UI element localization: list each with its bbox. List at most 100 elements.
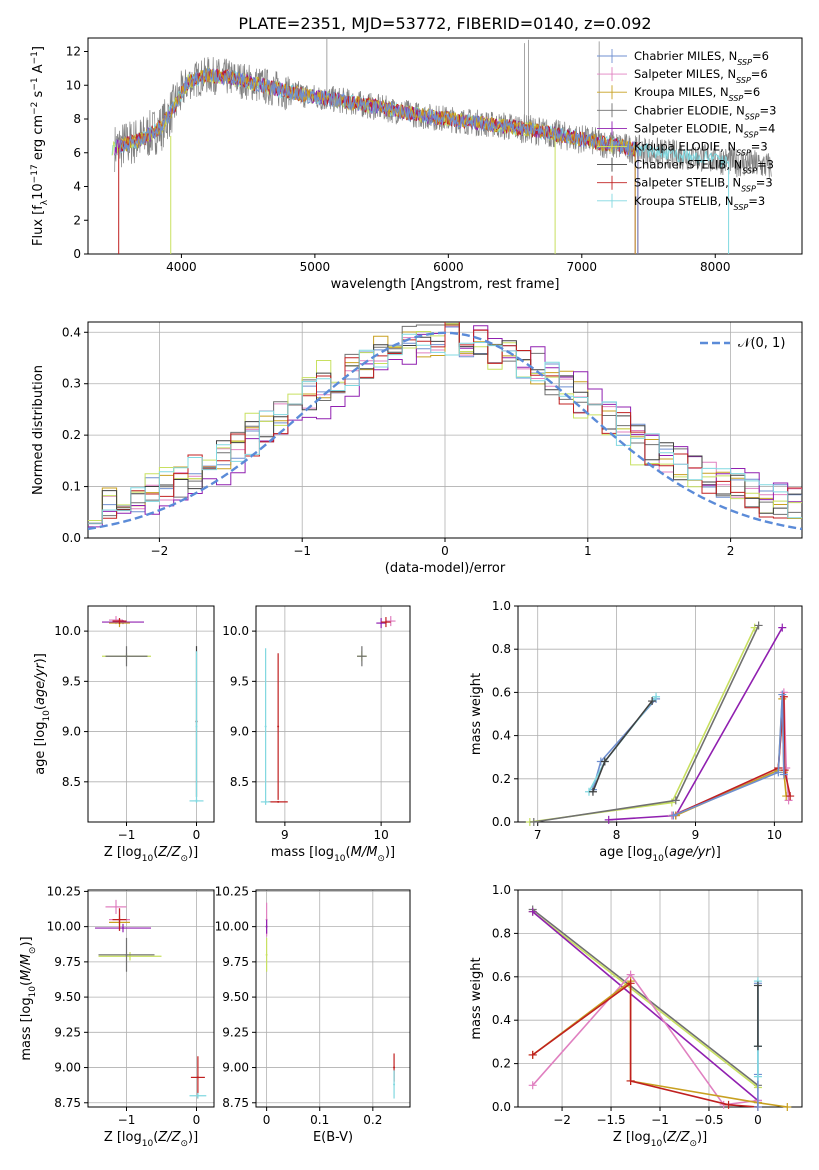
legend-entry: Salpeter STELIB, NSSP=3 bbox=[634, 176, 773, 194]
z-weight-plot-area bbox=[528, 905, 792, 1111]
series-marker bbox=[626, 979, 635, 988]
x-tick-label: 8 bbox=[613, 828, 621, 842]
y-tick-label: 9.5 bbox=[230, 674, 249, 688]
x-tick-label: 10 bbox=[373, 828, 388, 842]
x-axis-label: mass [log10(M/M⊙)] bbox=[271, 845, 395, 864]
y-tick-label: 9.25 bbox=[54, 1025, 81, 1039]
series-marker bbox=[669, 811, 678, 820]
series-marker bbox=[600, 757, 609, 766]
y-axis-label: mass weight bbox=[469, 957, 484, 1039]
y-tick-label: 9.50 bbox=[54, 990, 81, 1004]
series-marker bbox=[528, 1050, 537, 1059]
x-tick-label: 5000 bbox=[300, 260, 331, 274]
data-point bbox=[360, 655, 363, 658]
model-fit-line bbox=[119, 67, 638, 157]
x-tick-label: 4000 bbox=[166, 260, 197, 274]
x-tick-label: 8000 bbox=[700, 260, 731, 274]
x-tick-label: −2 bbox=[151, 544, 169, 558]
y-tick-label: 4 bbox=[73, 180, 81, 194]
series-marker bbox=[671, 796, 680, 805]
x-tick-label: 7 bbox=[534, 828, 542, 842]
y-tick-label: 0.0 bbox=[62, 531, 81, 545]
data-point bbox=[264, 800, 267, 803]
x-tick-label: 2 bbox=[727, 544, 735, 558]
legend-entry: Kroupa STELIB, NSSP=3 bbox=[634, 194, 765, 212]
z-mass-plot-area bbox=[95, 899, 207, 1099]
series-marker bbox=[529, 818, 538, 826]
y-tick-label: 9.75 bbox=[54, 955, 81, 969]
y-tick-label: 1.0 bbox=[492, 599, 511, 613]
plot-frame bbox=[255, 889, 411, 1108]
residual-histogram-step bbox=[88, 333, 802, 524]
y-tick-label: 0.0 bbox=[492, 815, 511, 829]
mass-age-plot-area bbox=[260, 616, 396, 805]
y-tick-label: 0.4 bbox=[492, 729, 511, 743]
data-point bbox=[265, 925, 268, 928]
x-tick-label: 9 bbox=[281, 828, 289, 842]
legend-entry: Kroupa ELODIE, NSSP=3 bbox=[634, 140, 768, 158]
y-tick-label: 10.00 bbox=[215, 920, 249, 934]
y-axis-label: Normed distribution bbox=[31, 365, 46, 495]
series-line bbox=[592, 698, 657, 790]
y-tick-label: 8.5 bbox=[230, 775, 249, 789]
data-point bbox=[122, 927, 124, 930]
series-line bbox=[532, 911, 759, 1102]
plot-frame bbox=[87, 605, 215, 823]
series-marker bbox=[667, 798, 676, 807]
plot-frame bbox=[517, 605, 803, 823]
y-tick-label: 0.0 bbox=[492, 1100, 511, 1114]
data-point bbox=[393, 1066, 396, 1069]
y-tick-label: 0.1 bbox=[62, 480, 81, 494]
y-tick-label: 8.5 bbox=[62, 775, 81, 789]
y-tick-label: 9.00 bbox=[54, 1061, 81, 1075]
legend-entry: Salpeter ELODIE, NSSP=4 bbox=[634, 121, 775, 139]
series-line bbox=[529, 627, 756, 823]
data-point bbox=[277, 725, 280, 728]
x-tick-label: 0 bbox=[263, 1113, 271, 1127]
y-tick-label: 0.6 bbox=[492, 685, 511, 699]
data-point bbox=[125, 655, 128, 658]
x-tick-label: 7000 bbox=[567, 260, 598, 274]
y-tick-label: 12 bbox=[66, 45, 81, 59]
y-tick-label: 0.2 bbox=[492, 772, 511, 786]
series-marker bbox=[724, 1100, 733, 1109]
legend-entry: Chabrier MILES, NSSP=6 bbox=[634, 49, 769, 67]
y-tick-label: 10.25 bbox=[215, 884, 249, 898]
data-point bbox=[277, 800, 280, 803]
data-point bbox=[264, 725, 267, 728]
y-tick-label: 0.4 bbox=[62, 325, 81, 339]
x-axis-label: wavelength [Angstrom, rest frame] bbox=[331, 277, 560, 292]
legend-entry: Chabrier STELIB, NSSP=3 bbox=[634, 158, 774, 176]
series-line bbox=[532, 973, 758, 1106]
series-marker bbox=[588, 787, 597, 796]
y-axis-label: mass [log10(M/M⊙)] bbox=[19, 936, 38, 1060]
spectrum-axes: 4000 5000 6000 7000 8000 0 2 4 6 8 10 12 bbox=[66, 37, 803, 274]
series-marker bbox=[753, 981, 762, 990]
series-line bbox=[532, 908, 759, 1086]
y-axis-label: Flux [fλ10−17 erg cm−2 s−1 A−1] bbox=[30, 46, 50, 246]
y-tick-label: 2 bbox=[73, 213, 81, 227]
legend-entry: Chabrier ELODIE, NSSP=3 bbox=[634, 103, 776, 121]
figure-title: PLATE=2351, MJD=53772, FIBERID=0140, z=0… bbox=[238, 14, 651, 33]
x-tick-label: 0.1 bbox=[310, 1113, 329, 1127]
x-axis-label: Z [log10(Z/Z⊙)] bbox=[104, 1130, 198, 1149]
series-marker bbox=[774, 768, 783, 777]
x-axis-label: (data-model)/error bbox=[385, 561, 506, 576]
data-point bbox=[118, 620, 121, 623]
y-tick-label: 9.00 bbox=[222, 1061, 249, 1075]
y-tick-label: 10.25 bbox=[47, 884, 81, 898]
x-tick-label: 0 bbox=[441, 544, 449, 558]
y-tick-label: 6 bbox=[73, 146, 81, 160]
residuals-axes: −2 −1 0 1 2 0.0 0.1 0.2 0.3 0.4 bbox=[62, 321, 803, 558]
x-tick-label: 1 bbox=[584, 544, 592, 558]
y-tick-label: 0.6 bbox=[492, 970, 511, 984]
series-marker bbox=[783, 1103, 792, 1111]
series-marker bbox=[753, 1072, 762, 1081]
data-point bbox=[393, 1083, 396, 1086]
y-tick-label: 9.5 bbox=[62, 674, 81, 688]
x-tick-label: −1 bbox=[118, 828, 136, 842]
y-tick-label: 10.0 bbox=[222, 624, 249, 638]
x-tick-label: 9 bbox=[692, 828, 700, 842]
